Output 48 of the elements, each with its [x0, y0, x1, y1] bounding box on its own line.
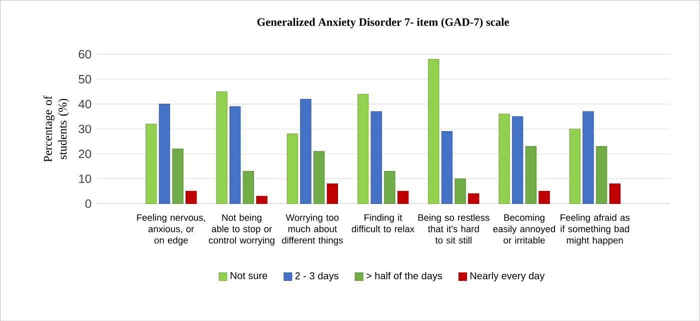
bar	[146, 124, 157, 204]
y-tick-label: 10	[79, 174, 92, 183]
bar	[582, 111, 594, 204]
x-tick-label: Becoming easily annoyed or irritable	[493, 214, 556, 244]
bar	[158, 104, 170, 204]
bar	[256, 196, 268, 204]
y-tick-label: 60	[78, 50, 92, 58]
x-tick-label: Feeling afraid as if something bad might happen	[560, 214, 630, 246]
chart-title: Generalized Anxiety Disorder 7- item (GAD-7) scale	[257, 18, 509, 28]
bar	[468, 193, 480, 204]
bar	[384, 170, 396, 204]
x-tick-label: Feeling nervous, anxious, or on edge	[137, 214, 206, 246]
bar	[596, 146, 608, 204]
x-tick-label: Worrying too much about different things	[282, 214, 343, 246]
y-tick-label: 0	[85, 199, 92, 208]
bar	[525, 146, 537, 204]
bar	[286, 134, 298, 204]
legend-label: 2 - 3 days	[295, 272, 338, 282]
y-tick-label: 40	[78, 100, 92, 108]
bar	[512, 116, 524, 204]
bar	[326, 183, 338, 204]
bar	[216, 91, 228, 204]
bar	[569, 128, 580, 204]
y-tick-label: 20	[78, 149, 92, 158]
bar	[397, 190, 409, 204]
bar	[498, 114, 510, 204]
y-tick-label: 50	[78, 74, 92, 84]
y-axis-title: Percentage of students (%)	[43, 96, 70, 162]
bar	[609, 183, 620, 204]
bar	[538, 190, 550, 204]
bar	[172, 148, 184, 204]
x-tick-label: Being so restless that it's hard to sit still	[418, 214, 490, 244]
bar	[441, 131, 453, 204]
bar	[370, 111, 382, 204]
bar	[242, 170, 254, 204]
y-tick-label: 30	[78, 124, 92, 134]
bar	[186, 190, 197, 204]
x-tick-label: Finding it difficult to relax	[352, 214, 414, 232]
bar	[428, 58, 440, 204]
bar	[313, 150, 325, 204]
bar	[357, 94, 369, 204]
legend-label: > half of the days	[366, 272, 442, 282]
legend-label: Nearly every day	[470, 272, 545, 282]
bar	[229, 106, 241, 204]
x-tick-label: Not being able to stop or control worrying	[208, 214, 274, 246]
bar	[454, 178, 466, 204]
legend-label: Not sure	[230, 272, 268, 280]
bar	[300, 98, 312, 204]
